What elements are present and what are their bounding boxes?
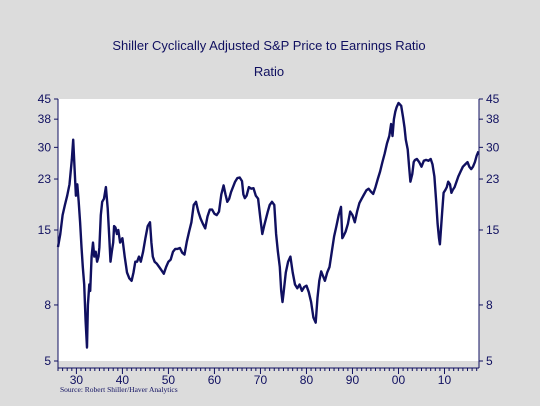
source-note: Source: Robert Shiller/Haver Analytics (60, 385, 178, 394)
x-tick-label: 70 (254, 373, 268, 387)
y-ticks-left: 5 8 15 23 30 38 45 (38, 92, 58, 368)
y-tick-label-left: 30 (38, 140, 52, 154)
x-tick-label: 90 (346, 373, 360, 387)
chart-subtitle: Ratio (254, 64, 284, 79)
y-tick-label-right: 5 (486, 354, 493, 368)
y-tick-label-right: 45 (486, 92, 500, 106)
y-tick-label-left: 5 (44, 354, 51, 368)
x-tick-label: 00 (392, 373, 406, 387)
y-tick-label-left: 23 (38, 172, 52, 186)
x-tick-label: 10 (438, 373, 452, 387)
plot-area (58, 99, 479, 361)
x-tick-label: 40 (116, 373, 130, 387)
cape-series-line (56, 101, 480, 349)
y-tick-label-left: 38 (38, 112, 52, 126)
x-tick-label: 60 (208, 373, 222, 387)
y-tick-label-right: 38 (486, 112, 500, 126)
y-tick-label-left: 45 (38, 92, 52, 106)
x-tick-label: 50 (162, 373, 176, 387)
x-tick-label: 30 (70, 373, 84, 387)
y-ticks-right: 5 8 15 23 30 38 45 (479, 92, 500, 368)
x-ticks: 30 40 50 60 70 80 90 00 10 (57, 368, 478, 387)
y-tick-label-right: 15 (486, 223, 500, 237)
chart-title: Shiller Cyclically Adjusted S&P Price to… (112, 38, 425, 53)
series-group (56, 101, 480, 349)
x-tick-label: 80 (300, 373, 314, 387)
y-tick-label-right: 8 (486, 298, 493, 312)
y-tick-label-left: 15 (38, 223, 52, 237)
y-tick-label-right: 23 (486, 172, 500, 186)
y-tick-label-left: 8 (44, 298, 51, 312)
y-tick-label-right: 30 (486, 140, 500, 154)
